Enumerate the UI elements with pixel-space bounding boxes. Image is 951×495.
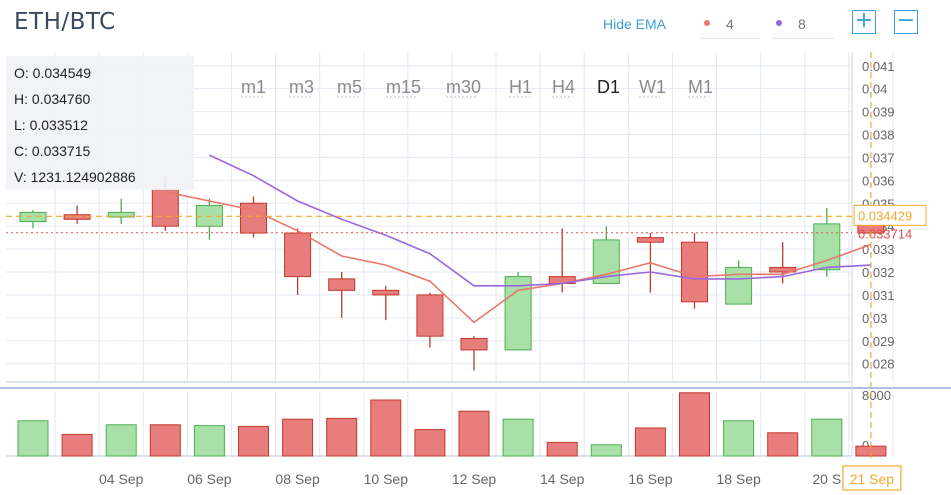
candle-body[interactable] [504,276,532,351]
volume-bar[interactable] [238,425,269,457]
volume-bar[interactable] [17,420,49,457]
volume-bar[interactable] [767,432,799,457]
candle-body[interactable] [372,289,400,296]
zoom-in-button[interactable]: + [852,10,876,34]
x-tick-label: 18 Sep [716,471,761,487]
candle-body[interactable] [460,337,488,351]
ohlc-open: O: 0.034549 [14,65,92,81]
volume-bar[interactable] [414,429,446,457]
candle-body[interactable] [19,211,47,223]
x-tick-label: 06 Sep [187,471,232,487]
volume-tick-label: 0 [862,438,869,453]
x-tick-label: 16 Sep [628,471,673,487]
price-tick-label: 0.028 [862,357,895,372]
price-tick-label: 0.031 [862,288,895,303]
price-tick-label: 0.04 [862,82,887,97]
timeframe-d1[interactable]: D1 [597,77,620,97]
candle-body[interactable] [328,278,356,291]
open-value: 0.034549 [32,65,92,81]
volume-bar[interactable] [193,425,225,457]
timeframe-m3[interactable]: m3 [289,77,314,97]
x-tick-label: 10 Sep [364,471,409,487]
price-tick-label: 0.041 [862,59,895,74]
volume-tick-label: 8000 [862,388,891,403]
price-tick-label: 0.037 [862,150,895,165]
x-tick-label: 08 Sep [275,471,320,487]
last-price-label: 0.033714 [858,227,912,242]
volume-bar[interactable] [370,399,402,457]
price-tick-label: 0.038 [862,128,895,143]
timeframe-m1[interactable]: M1 [688,77,713,97]
volume-bar[interactable] [679,392,710,457]
x-tick-label: 20 S [812,471,841,487]
candle-body[interactable] [813,223,841,271]
ohlc-high: H: 0.034760 [14,91,91,107]
zoom-out-button[interactable]: − [894,10,918,34]
timeframe-h1[interactable]: H1 [509,77,532,97]
ema-8-line [209,154,871,287]
timeframe-m5[interactable]: m5 [337,77,362,97]
timeframe-w1[interactable]: W1 [639,77,666,97]
ema-4-color-icon [704,20,710,26]
price-tick-label: 0.039 [862,105,895,120]
volume-bar[interactable] [282,418,314,457]
volume-bar[interactable] [458,410,490,457]
volume-bar[interactable] [61,433,93,457]
volume-value: 1231.124902886 [30,169,136,185]
ema-8-input[interactable]: 8 [772,10,834,39]
ema-4-value: 4 [726,16,734,32]
ema-4-line [165,191,872,324]
candle-body[interactable] [63,214,91,220]
candle-body[interactable] [151,189,179,227]
hide-ema-button[interactable]: Hide EMA [603,16,667,32]
crosshair-date-label: 21 Sep [850,471,895,487]
ohlc-volume: V: 1231.124902886 [14,169,136,185]
candle-body[interactable] [636,237,664,243]
volume-bar[interactable] [546,441,578,457]
price-tick-label: 0.036 [862,173,895,188]
volume-bar[interactable] [502,418,534,457]
timeframe-m15[interactable]: m15 [386,77,421,97]
low-value: 0.033512 [29,117,88,133]
ema-8-value: 8 [798,16,806,32]
candle-body[interactable] [107,211,135,218]
candle-body[interactable] [416,294,444,337]
timeframe-m30[interactable]: m30 [446,77,481,97]
candle-body[interactable] [725,266,753,305]
timeframe-h4[interactable]: H4 [552,77,575,97]
candle-body[interactable] [681,241,708,303]
volume-bar[interactable] [590,444,622,457]
volume-bar[interactable] [105,424,137,457]
candle-body[interactable] [284,232,312,278]
x-tick-label: 04 Sep [99,471,144,487]
crosshair-price-box [853,204,927,226]
x-tick-label: 12 Sep [452,471,497,487]
ohlc-tooltip: O: 0.034549 H: 0.034760 L: 0.033512 C: 0… [6,56,194,190]
volume-bar[interactable] [723,420,755,457]
x-tick-label: 14 Sep [540,471,585,487]
close-value: 0.033715 [31,143,91,159]
ohlc-close: C: 0.033715 [14,143,91,159]
price-tick-label: 0.03 [862,311,887,326]
crosshair-date-box [842,465,902,491]
volume-bar[interactable] [811,418,843,457]
ema-8-color-icon [776,20,782,26]
price-tick-label: 0.033 [862,242,895,257]
volume-bar[interactable] [149,424,181,457]
ohlc-low: L: 0.033512 [14,117,88,133]
volume-bar[interactable] [634,427,666,457]
ema-4-input[interactable]: 4 [700,10,760,39]
price-tick-label: 0.032 [862,265,895,280]
crosshair-price-label: 0.034429 [858,208,912,223]
high-value: 0.034760 [31,91,91,107]
price-tick-label: 0.029 [862,334,895,349]
pair-title: ETH/BTC [14,9,116,35]
timeframe-m1[interactable]: m1 [241,77,266,97]
volume-bar[interactable] [326,417,358,457]
